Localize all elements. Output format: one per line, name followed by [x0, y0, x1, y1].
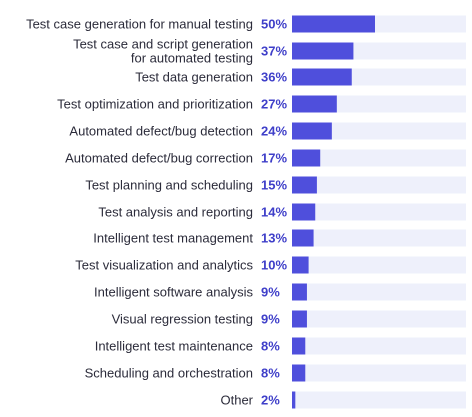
category-label: Automated defect/bug correction: [65, 151, 253, 166]
category-label: Test visualization and analytics: [75, 258, 253, 273]
bar: [292, 68, 352, 86]
bar: [292, 391, 296, 409]
bar-row: Intelligent test maintenance 8%: [95, 337, 466, 355]
value-label: 27%: [261, 97, 287, 112]
category-label-line: Test case generation for manual testing: [26, 17, 253, 32]
bar-row: Test planning and scheduling 15%: [85, 176, 466, 194]
bar: [292, 229, 314, 247]
bar-track: [292, 229, 466, 247]
category-label: Visual regression testing: [112, 312, 253, 327]
bar: [292, 122, 332, 140]
bar: [292, 203, 316, 221]
value-label: 15%: [261, 178, 287, 193]
bar-row: Test data generation 36%: [135, 68, 466, 86]
category-label: Test optimization and prioritization: [57, 97, 253, 112]
category-label-line: Visual regression testing: [112, 312, 253, 327]
category-label-line: for automated testing: [131, 51, 253, 66]
category-label-line: Test planning and scheduling: [85, 178, 253, 193]
bar-track: [292, 149, 466, 167]
category-label: Test data generation: [135, 70, 253, 85]
category-label-line: Test analysis and reporting: [98, 205, 253, 220]
category-label-line: Intelligent test management: [93, 231, 253, 246]
value-label: 13%: [261, 231, 287, 246]
bar: [292, 176, 317, 194]
category-label-line: Intelligent test maintenance: [95, 339, 253, 354]
value-label: 50%: [261, 17, 287, 32]
category-label-line: Intelligent software analysis: [94, 285, 253, 300]
bar: [292, 95, 337, 113]
bar: [292, 337, 306, 355]
value-label: 2%: [261, 393, 280, 408]
bar: [292, 256, 309, 274]
bar-row: Scheduling and orchestration 8%: [85, 364, 466, 382]
category-label: Other: [220, 393, 253, 408]
category-label: Test case and script generation for autom…: [73, 37, 253, 66]
bar-row: Test optimization and prioritization 27%: [57, 95, 466, 113]
value-label: 8%: [261, 339, 280, 354]
bar-row: Automated defect/bug correction 17%: [65, 149, 466, 167]
category-label-line: Other: [220, 393, 253, 408]
value-label: 8%: [261, 366, 280, 381]
category-label: Intelligent test maintenance: [95, 339, 253, 354]
category-label-line: Automated defect/bug correction: [65, 151, 253, 166]
bar-track: [292, 176, 466, 194]
category-label-line: Automated defect/bug detection: [69, 124, 253, 139]
category-label: Intelligent software analysis: [94, 285, 253, 300]
category-label-line: Scheduling and orchestration: [85, 366, 253, 381]
value-label: 17%: [261, 151, 287, 166]
bar-row: Visual regression testing 9%: [112, 310, 466, 328]
value-label: 36%: [261, 70, 287, 85]
bar-row: Intelligent test management 13%: [93, 229, 466, 247]
bar-row: Other 2%: [220, 391, 466, 409]
category-label-line: Test visualization and analytics: [75, 258, 253, 273]
bar-track: [292, 283, 466, 301]
bar-row: Test case generation for manual testing 5…: [26, 15, 466, 33]
bar-row: Test case and script generation for autom…: [73, 37, 466, 66]
category-label: Test planning and scheduling: [85, 178, 253, 193]
bar-row: Test analysis and reporting 14%: [98, 203, 466, 221]
bar-track: [292, 310, 466, 328]
bar-track: [292, 122, 466, 140]
value-label: 24%: [261, 124, 287, 139]
value-label: 9%: [261, 312, 280, 327]
bar: [292, 149, 321, 167]
bar-track: [292, 364, 466, 382]
bar: [292, 15, 375, 33]
value-label: 9%: [261, 285, 280, 300]
bar-row: Test visualization and analytics 10%: [75, 256, 466, 274]
value-label: 37%: [261, 44, 287, 59]
category-label: Intelligent test management: [93, 231, 253, 246]
category-label: Test analysis and reporting: [98, 205, 253, 220]
bar-track: [292, 256, 466, 274]
category-label-line: Test data generation: [135, 70, 253, 85]
chart-rows: Test case generation for manual testing 5…: [26, 15, 466, 409]
category-label: Test case generation for manual testing: [26, 17, 253, 32]
bar-track: [292, 337, 466, 355]
bar: [292, 283, 307, 301]
category-label: Scheduling and orchestration: [85, 366, 253, 381]
value-label: 14%: [261, 205, 287, 220]
bar: [292, 364, 306, 382]
bar: [292, 42, 354, 60]
category-label-line: Test case and script generation: [73, 37, 253, 52]
bar: [292, 310, 307, 328]
value-label: 10%: [261, 258, 287, 273]
bar-row: Automated defect/bug detection 24%: [69, 122, 466, 140]
category-label-line: Test optimization and prioritization: [57, 97, 253, 112]
category-label: Automated defect/bug detection: [69, 124, 253, 139]
bar-row: Intelligent software analysis 9%: [94, 283, 466, 301]
bar-track: [292, 203, 466, 221]
bar-track: [292, 391, 466, 409]
